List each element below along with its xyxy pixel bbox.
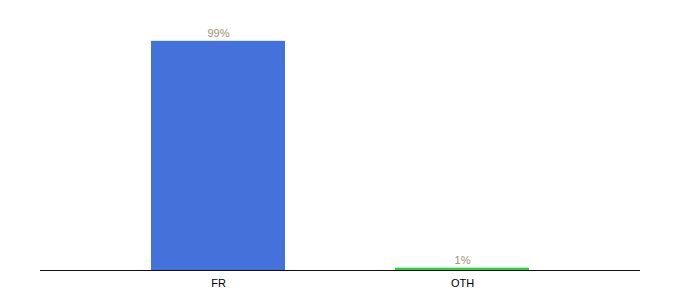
svg-text:99%: 99% <box>207 27 229 39</box>
svg-text:OTH: OTH <box>451 277 474 289</box>
svg-text:1%: 1% <box>455 254 471 266</box>
svg-text:FR: FR <box>211 277 226 289</box>
